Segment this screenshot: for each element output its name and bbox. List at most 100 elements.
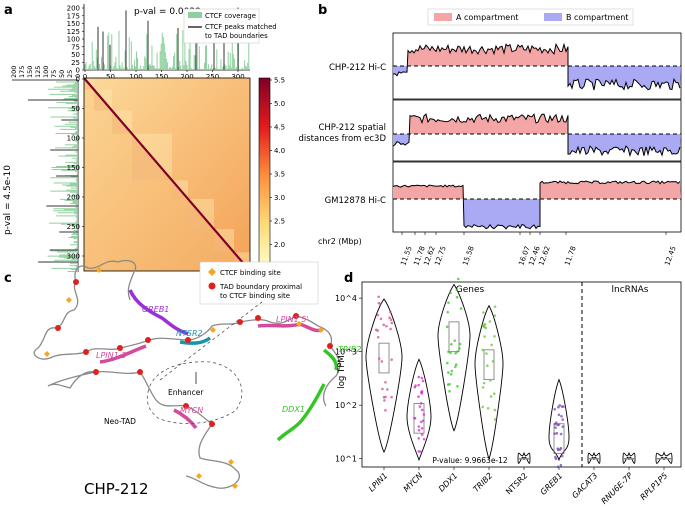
- neo-tad-outline: [146, 361, 243, 424]
- b-compartment-label: B compartment: [566, 13, 628, 22]
- violin-point: [560, 414, 563, 418]
- label-trib2: TRIB2: [338, 345, 361, 354]
- violin-point: [446, 310, 450, 314]
- violin-point: [422, 437, 426, 441]
- gene-lpin1-3-segment: [99, 344, 147, 364]
- colorbar-ticks: 5.55.04.54.03.53.02.52.01.5: [270, 77, 285, 273]
- violin-point: [562, 405, 565, 408]
- violin-point: [559, 463, 563, 467]
- violin-point: [455, 295, 459, 299]
- violin-point: [454, 363, 458, 366]
- violin-point: [377, 295, 380, 299]
- violin-point: [390, 395, 393, 399]
- violin-outline: [622, 452, 636, 464]
- violin-point: [459, 307, 463, 310]
- top-x-tick-label: 300: [231, 73, 244, 81]
- structure-legend: CTCF binding site TAD boundary proximal …: [199, 261, 319, 305]
- a-compartment-area: [540, 181, 681, 199]
- violin-x-tick-label: RPLP1P5: [639, 471, 670, 502]
- violin-point: [420, 408, 424, 412]
- label-lpin1-3: LPIN1 3': [96, 351, 129, 360]
- top-y-tick-label: 0: [76, 67, 80, 75]
- violin-point: [556, 465, 560, 469]
- violin-outline: [655, 451, 673, 464]
- violin-point: [493, 335, 496, 338]
- violin-point: [417, 428, 421, 432]
- violin-outline: [587, 452, 601, 464]
- violin-point: [485, 352, 488, 355]
- gene-lpin1-5-segment: [257, 322, 321, 333]
- a-compartment-swatch: [434, 13, 452, 21]
- violin-point: [422, 413, 426, 416]
- violin-point: [558, 404, 562, 407]
- violin-point: [419, 450, 423, 454]
- violin-point: [560, 454, 564, 458]
- ctcf-legend-marker: [208, 268, 216, 276]
- violin-outline: [365, 298, 403, 453]
- violin-point: [491, 360, 495, 363]
- violin-point: [389, 318, 393, 322]
- group-label-lncrnas: lncRNAs: [612, 285, 649, 295]
- violin-point: [482, 324, 485, 328]
- violin-pvalue: P-value: 9.9663e-12: [432, 456, 508, 465]
- top-x-ticks: 0 50 100 150 200 250 300: [83, 70, 245, 81]
- compartment-x-tick-label: 12.45: [663, 245, 677, 267]
- violin-point: [389, 310, 392, 314]
- row-label-gm12878: GM12878 Hi-C: [325, 196, 386, 206]
- b-compartment-area: [393, 134, 410, 146]
- violin-point: [388, 316, 391, 320]
- left-x-tick-label: 200: [10, 66, 18, 78]
- colorbar-tick-label: 4.0: [274, 147, 285, 155]
- violin-point: [555, 432, 559, 435]
- violin-point: [493, 408, 497, 412]
- violin-point: [456, 350, 459, 353]
- violin-y-tick-label: 10^1: [335, 455, 357, 464]
- gene-ddx1-segment: [276, 383, 326, 442]
- hic-heatmap: 0 50 100 150 200 250 300: [67, 76, 251, 272]
- violin-point: [454, 351, 457, 355]
- violin-point: [381, 387, 384, 391]
- left-x-tick-label: 25: [66, 70, 74, 78]
- top-x-tick-label: 150: [155, 73, 168, 81]
- top-x-tick-label: 100: [129, 73, 142, 81]
- left-x-tick-label: 75: [50, 70, 58, 78]
- violin-point: [420, 433, 424, 436]
- top-x-tick-label: 0: [83, 73, 87, 81]
- b-compartment-area: [568, 134, 681, 156]
- violin-point: [376, 329, 379, 332]
- colorbar-tick-label: 2.5: [274, 218, 285, 226]
- violin-y-tick-label: 10^2: [335, 401, 357, 410]
- violin-point: [417, 383, 420, 387]
- tad-legend-label-2: to CTCF binding site: [220, 292, 290, 300]
- tad-legend-label-1: TAD boundary proximal: [219, 283, 302, 291]
- violin-point: [449, 291, 452, 295]
- left-x-tick-label: 0: [74, 74, 82, 78]
- top-y-tick-label: 100: [67, 36, 80, 44]
- colorbar-tick-label: 5.0: [274, 100, 285, 108]
- b-compartment-area: [568, 66, 681, 90]
- coverage-bars-left: [28, 81, 78, 273]
- violin-point: [456, 384, 459, 388]
- violin-point: [481, 386, 485, 389]
- left-x-tick-label: 150: [26, 66, 34, 78]
- coverage-legend-swatch: [188, 12, 202, 18]
- violin-point: [421, 379, 425, 383]
- compartment-signal-line: [392, 180, 681, 230]
- violin-point: [455, 288, 459, 292]
- violin-point: [413, 385, 417, 389]
- violin-point: [448, 390, 451, 393]
- label-lpin1-5: LPIN1 5': [276, 315, 309, 324]
- top-y-tick-label: 75: [71, 43, 80, 51]
- top-x-tick-label: 200: [180, 73, 193, 81]
- coverage-legend: CTCF coverage CTCF peaks matched to TAD …: [183, 8, 277, 44]
- violin-point: [384, 409, 387, 412]
- violin-y-tick-label: 10^4: [335, 294, 357, 303]
- violin-point: [419, 420, 423, 424]
- violin-x-tick-label: RNU6E-7P: [600, 471, 635, 506]
- top-x-tick-label: 250: [206, 73, 219, 81]
- row-label-spatial-1: CHP-212 spatial: [318, 123, 386, 133]
- violin-point: [557, 448, 560, 452]
- violin-point: [447, 371, 450, 374]
